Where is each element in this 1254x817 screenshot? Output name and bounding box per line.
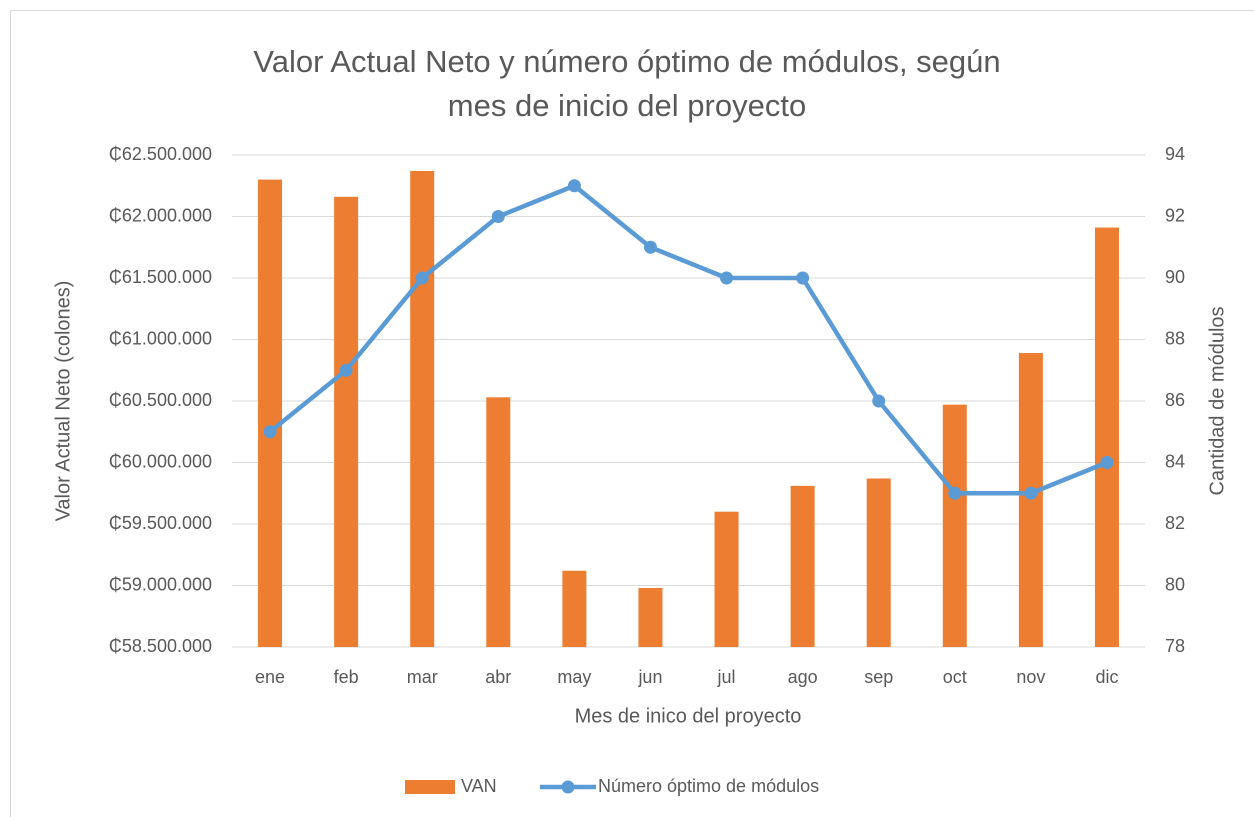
- y-tick-label: ₵60.500.000: [109, 390, 212, 410]
- line-marker: [643, 240, 657, 254]
- legend-swatch: [405, 780, 455, 794]
- y2-tick-label: 90: [1165, 267, 1185, 287]
- x-tick-label: jun: [637, 667, 662, 687]
- legend-label: Número óptimo de módulos: [598, 776, 819, 796]
- y-tick-label: ₵61.500.000: [109, 267, 212, 287]
- y2-tick-label: 80: [1165, 574, 1185, 594]
- x-tick-label: feb: [334, 667, 359, 687]
- y2-tick-label: 84: [1165, 451, 1185, 471]
- x-tick-label: sep: [864, 667, 893, 687]
- x-tick-label: oct: [943, 667, 967, 687]
- line: [268, 183, 1108, 496]
- y-tick-label: ₵61.000.000: [109, 328, 212, 348]
- bar: [942, 404, 967, 647]
- line-marker: [1024, 486, 1038, 500]
- bar: [562, 570, 587, 647]
- line-marker: [796, 271, 810, 285]
- line-marker: [339, 363, 353, 377]
- x-tick-label: ene: [255, 667, 285, 687]
- bar: [410, 170, 435, 648]
- x-tick-label: nov: [1016, 667, 1045, 687]
- y2-tick-label: 92: [1165, 205, 1185, 225]
- bar: [1094, 227, 1119, 647]
- x-axis-label: Mes de inico del proyecto: [575, 705, 802, 727]
- line-marker: [415, 271, 429, 285]
- line-marker: [567, 179, 581, 193]
- bar: [714, 511, 739, 647]
- line-marker: [263, 425, 277, 439]
- y-tick-label: ₵59.500.000: [109, 513, 212, 533]
- y2-axis-label: Cantidad de módulos: [1206, 306, 1228, 495]
- y-tick-label: ₵62.000.000: [109, 205, 212, 225]
- bar: [790, 485, 815, 647]
- legend-label: VAN: [461, 776, 497, 796]
- bar: [1018, 353, 1043, 647]
- y-tick-label: ₵62.500.000: [109, 144, 212, 164]
- y2-tick-label: 82: [1165, 513, 1185, 533]
- line-marker: [872, 394, 886, 408]
- x-tick-label: dic: [1095, 667, 1118, 687]
- line-marker: [948, 486, 962, 500]
- y2-tick-label: 78: [1165, 636, 1185, 656]
- bar: [638, 587, 663, 647]
- line-marker: [1100, 456, 1114, 469]
- y2-tick-label: 88: [1165, 328, 1185, 348]
- y-tick-label: ₵59.000.000: [109, 574, 212, 594]
- bar: [258, 179, 283, 647]
- x-tick-label: abr: [485, 667, 511, 687]
- x-tick-label: mar: [407, 667, 438, 687]
- x-tick-label: jul: [717, 667, 736, 687]
- chart-border: [10, 10, 1254, 817]
- bar: [334, 196, 359, 647]
- line-marker: [491, 210, 505, 223]
- y-tick-label: ₵60.000.000: [109, 451, 212, 471]
- bar: [866, 478, 891, 647]
- bar: [486, 397, 511, 647]
- y-axis-label: Valor Actual Neto (colones): [52, 281, 74, 522]
- y2-tick-label: 94: [1165, 144, 1185, 164]
- y2-tick-label: 86: [1165, 390, 1185, 410]
- legend-marker: [561, 780, 575, 794]
- y-tick-label: ₵58.500.000: [109, 636, 212, 656]
- x-tick-label: may: [557, 667, 591, 687]
- chart-title: Valor Actual Neto y número óptimo de mód…: [253, 44, 1001, 123]
- x-tick-label: ago: [788, 667, 818, 687]
- line-marker: [720, 271, 734, 285]
